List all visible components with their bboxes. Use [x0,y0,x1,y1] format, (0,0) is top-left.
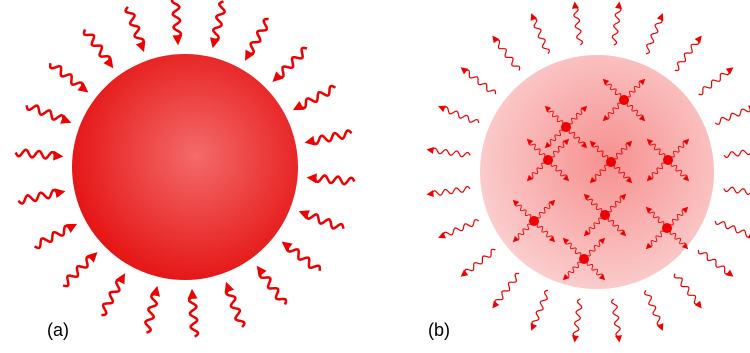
wave [574,7,583,45]
wave [532,290,548,325]
wave [50,63,82,87]
wave [646,18,662,53]
arrowhead [461,67,469,74]
wave [612,299,621,337]
wave [145,294,156,333]
emitter [561,122,571,132]
arrowhead [257,266,267,277]
arrowhead [726,67,734,74]
wave [35,226,70,248]
arrowhead [225,282,234,293]
wave [432,148,470,157]
arrowhead [438,106,446,112]
sphere-b [480,55,714,289]
wave [172,0,181,37]
arrowhead [492,301,499,309]
arrowhead [531,323,537,331]
wave [699,250,730,274]
sphere-a [72,54,298,280]
arrowhead [615,335,622,342]
panel-label: (b) [428,320,450,340]
wave [27,105,64,120]
emitter [529,216,539,226]
wave [443,220,478,236]
emitter [662,223,672,233]
emitter [606,157,616,167]
wave [312,131,351,145]
wave [249,19,269,54]
wave [612,7,621,45]
arrowhead [66,224,77,233]
wave [645,290,661,325]
emitter [543,155,553,165]
arrowhead [492,36,499,44]
wave [699,71,730,95]
wave [278,48,307,77]
wave [101,280,121,315]
arrowhead [426,147,433,154]
wave [496,40,520,71]
emitter [579,254,589,264]
figure: (a) (b) [0,0,750,348]
arrowhead [695,301,702,309]
wave [16,150,56,159]
emitter [600,210,610,220]
arrowhead [426,190,433,197]
arrowhead [572,1,579,8]
arrowhead [188,289,198,299]
arrowhead [305,136,316,146]
panel-label: (a) [47,320,69,340]
wave [465,70,496,94]
wave [465,249,496,273]
arrowhead [55,188,66,198]
wave [260,272,286,304]
wave [715,221,750,237]
wave [315,176,355,185]
wave [674,274,698,305]
wave [226,289,244,327]
wave [724,187,750,196]
wave [533,18,549,53]
emitter [619,95,629,105]
wave [189,297,198,337]
arrowhead [103,57,113,68]
wave [443,107,478,123]
wave [495,274,519,305]
emitter [663,155,673,165]
wave [18,190,57,204]
arrowhead [726,270,734,277]
wave [288,246,320,270]
arrowhead [53,151,63,161]
wave [84,30,110,62]
arrowhead [307,173,317,183]
arrowhead [136,41,145,52]
wave [126,7,144,45]
wave [715,108,750,124]
arrowhead [615,1,622,8]
arrowhead [461,270,469,277]
wave [300,86,335,108]
wave [675,40,699,71]
arrowhead [695,36,702,44]
wave [724,149,750,158]
arrowhead [293,101,304,110]
wave [573,299,582,337]
wave [213,1,224,40]
arrowhead [172,35,182,45]
arrowhead [657,13,663,21]
wave [432,187,470,196]
arrowhead [572,335,579,342]
wave [306,214,343,229]
wave [63,257,92,286]
